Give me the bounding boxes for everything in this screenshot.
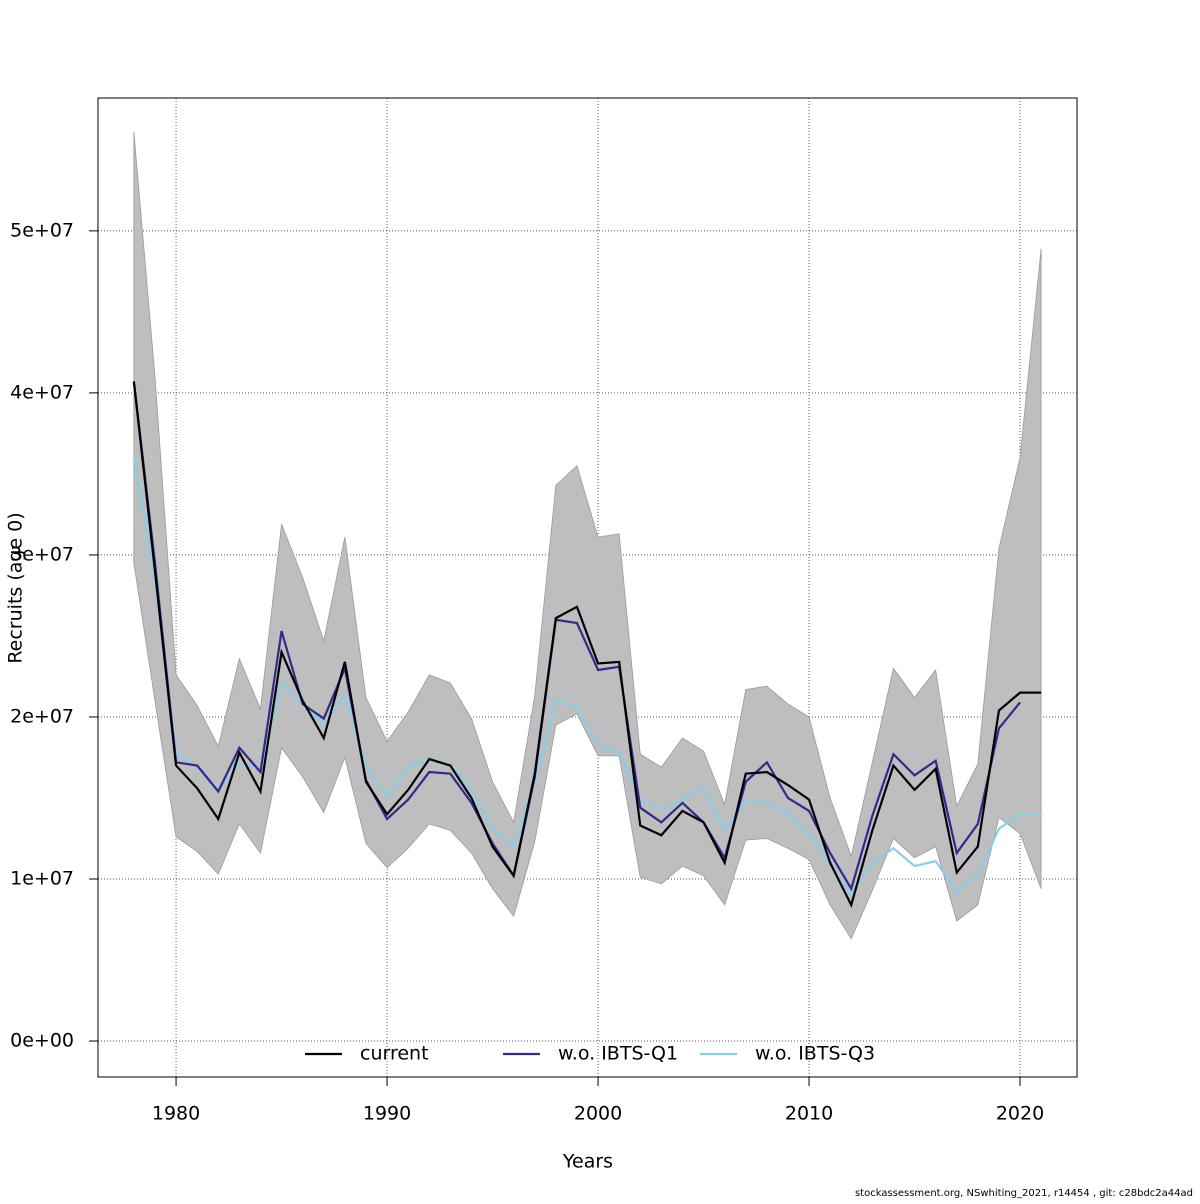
series-line	[132, 455, 1042, 898]
footnote: stockassessment.org, NSwhiting_2021, r14…	[855, 1188, 1193, 1199]
x-tick-label: 1990	[363, 1103, 411, 1125]
x-tick-label: 2000	[574, 1103, 622, 1125]
y-tick-label: 4e+07	[10, 381, 74, 403]
x-tick-label: 2020	[996, 1103, 1044, 1125]
legend-label: w.o. IBTS-Q3	[755, 1043, 875, 1065]
y-tick-label: 1e+07	[10, 867, 74, 889]
x-tick-label: 2010	[785, 1103, 833, 1125]
y-tick-label: 2e+07	[10, 705, 74, 727]
x-tick-label: 1980	[152, 1103, 200, 1125]
legend-label: current	[360, 1043, 429, 1065]
x-axis-label: Years	[562, 1151, 613, 1173]
y-tick-label: 0e+00	[10, 1030, 74, 1052]
confidence-band	[133, 131, 1042, 940]
y-tick-label: 5e+07	[10, 219, 74, 241]
plot-frame	[97, 97, 1078, 1078]
series-line	[132, 381, 1042, 908]
series-line	[132, 381, 1021, 892]
y-tick-label: 3e+07	[10, 543, 74, 565]
y-axis-label: Recruits (age 0)	[5, 512, 27, 663]
legend-label: w.o. IBTS-Q1	[558, 1043, 678, 1065]
